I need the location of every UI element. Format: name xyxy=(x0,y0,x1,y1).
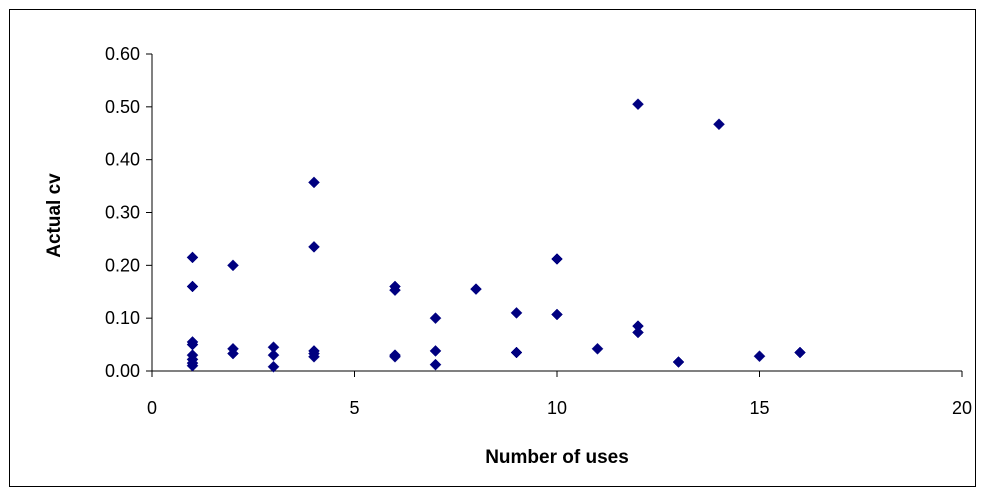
y-tick-label: 0.20 xyxy=(105,255,140,275)
data-point xyxy=(551,253,563,265)
x-tick-label: 0 xyxy=(147,398,157,418)
x-tick-label: 10 xyxy=(547,398,567,418)
data-point xyxy=(186,251,199,264)
data-point xyxy=(794,346,806,359)
data-point xyxy=(308,240,320,253)
data-point xyxy=(308,176,320,189)
data-point xyxy=(429,345,442,357)
y-tick-label: 0.30 xyxy=(105,203,140,223)
x-tick-label: 5 xyxy=(349,398,359,418)
data-point xyxy=(632,326,644,339)
chart-frame xyxy=(9,9,976,487)
data-point xyxy=(591,342,604,355)
data-point xyxy=(632,98,644,111)
y-tick-label: 0.00 xyxy=(105,361,140,381)
data-point xyxy=(186,359,199,372)
data-point xyxy=(186,280,199,293)
x-tick-label: 15 xyxy=(749,398,769,418)
y-tick-label: 0.50 xyxy=(105,97,140,117)
data-point xyxy=(470,283,482,295)
data-point xyxy=(389,350,401,363)
y-tick-label: 0.40 xyxy=(105,150,140,170)
x-axis-ticks: 0 5 10 15 20 xyxy=(147,371,972,418)
data-point xyxy=(308,350,320,363)
y-tick-label: 0.10 xyxy=(105,308,140,328)
data-point xyxy=(753,350,766,363)
data-point xyxy=(389,284,401,297)
data-point xyxy=(713,118,725,131)
data-points xyxy=(186,98,806,373)
x-tick-label: 20 xyxy=(952,398,972,418)
data-point xyxy=(267,349,280,362)
data-point xyxy=(429,358,442,371)
y-axis-title: Actual cv xyxy=(44,173,65,258)
y-axis-ticks: 0.00 0.10 0.20 0.30 0.40 0.50 0.60 xyxy=(105,44,152,381)
data-point xyxy=(510,307,523,319)
y-tick-label: 0.60 xyxy=(105,44,140,64)
data-point xyxy=(227,347,239,360)
x-axis-title: Number of uses xyxy=(485,447,629,468)
data-point xyxy=(429,312,442,325)
data-point xyxy=(510,346,523,359)
axes xyxy=(151,54,962,372)
data-point xyxy=(551,308,563,321)
data-point xyxy=(672,356,685,368)
data-point xyxy=(267,360,280,373)
data-point xyxy=(227,259,239,272)
